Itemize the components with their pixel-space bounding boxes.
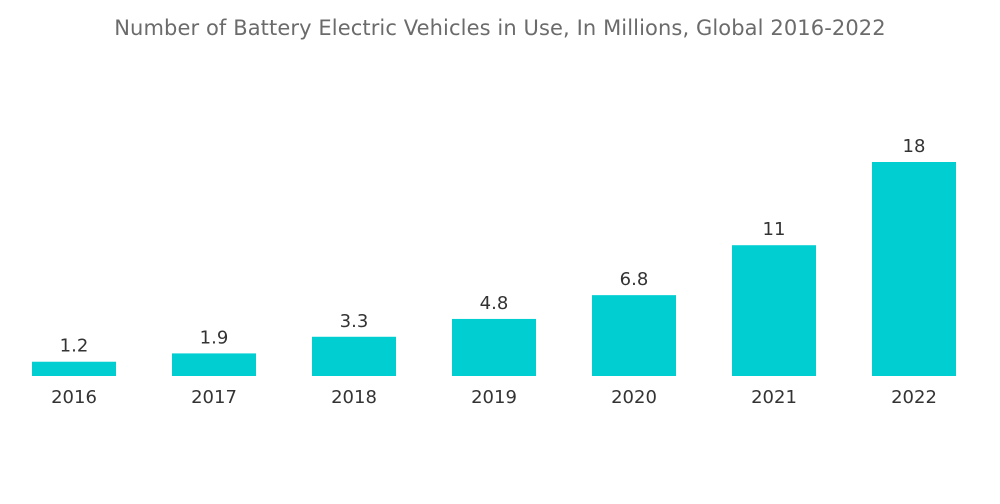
value-label-2021: 11 bbox=[763, 219, 786, 240]
value-label-2016: 1.2 bbox=[60, 336, 89, 357]
value-label-2022: 18 bbox=[903, 136, 926, 157]
bar-2020 bbox=[592, 295, 676, 376]
x-tick-label-2022: 2022 bbox=[891, 387, 937, 408]
x-tick-label-2020: 2020 bbox=[611, 387, 657, 408]
x-tick-label-2017: 2017 bbox=[191, 387, 237, 408]
bar-2018 bbox=[312, 336, 396, 376]
bar-2019 bbox=[452, 318, 536, 376]
value-label-2019: 4.8 bbox=[480, 293, 509, 314]
x-tick-label-2019: 2019 bbox=[471, 387, 517, 408]
bar-2017 bbox=[172, 353, 256, 376]
value-label-2018: 3.3 bbox=[340, 311, 369, 332]
bars-group bbox=[32, 162, 956, 376]
x-tick-label-2018: 2018 bbox=[331, 387, 377, 408]
x-tick-label-2021: 2021 bbox=[751, 387, 797, 408]
x-tick-label-2016: 2016 bbox=[51, 387, 97, 408]
value-labels-group: 1.2 1.9 3.3 4.8 6.8 11 18 bbox=[60, 136, 926, 357]
chart-title: Number of Battery Electric Vehicles in U… bbox=[114, 16, 886, 40]
value-label-2017: 1.9 bbox=[200, 327, 229, 348]
bar-2022 bbox=[872, 162, 956, 376]
bar-2016 bbox=[32, 361, 116, 376]
bar-2021 bbox=[732, 245, 816, 376]
value-label-2020: 6.8 bbox=[620, 269, 649, 290]
x-axis-tick-labels: 2016 2017 2018 2019 2020 2021 2022 bbox=[51, 387, 937, 408]
